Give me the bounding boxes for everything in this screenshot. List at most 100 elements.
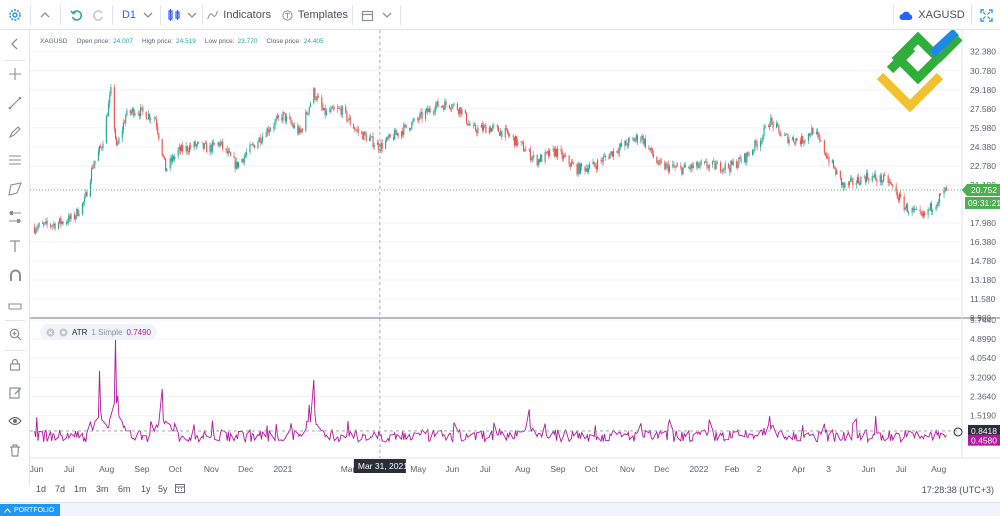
interval-selector[interactable]: D1 (121, 9, 137, 21)
candle-body (505, 128, 507, 129)
indicators-button[interactable]: Indicators (207, 0, 271, 30)
calendar-icon[interactable] (357, 0, 377, 30)
candle-body (811, 127, 813, 136)
candle-body (146, 118, 148, 120)
candle-body (565, 155, 567, 157)
range-5y[interactable]: 5y (158, 484, 168, 494)
crosshair-icon[interactable] (0, 62, 30, 86)
candle-body (844, 183, 846, 188)
candle-body (932, 209, 934, 212)
candle-body (736, 161, 738, 168)
candle-body (82, 201, 85, 204)
candle-body (823, 140, 825, 153)
range-1m[interactable]: 1m (74, 484, 87, 494)
candle-body (601, 160, 603, 162)
redo-icon[interactable] (88, 0, 108, 30)
candle-body (60, 218, 62, 224)
pattern-tool-icon[interactable] (0, 177, 30, 201)
candle-body (353, 124, 355, 129)
candle-body (697, 161, 699, 168)
legend-close-label: Close price: (266, 38, 301, 45)
candle-body (628, 138, 631, 140)
candle-body (85, 191, 87, 198)
candle-body (547, 151, 550, 157)
edit-layer-icon[interactable] (0, 380, 30, 404)
measure-ruler-icon[interactable] (0, 292, 30, 316)
candle-body (190, 145, 192, 148)
zoom-in-icon[interactable] (0, 322, 30, 346)
candle-body (569, 163, 571, 167)
candle-body (106, 116, 109, 117)
candle-body (738, 157, 740, 165)
candle-body (373, 145, 375, 147)
candle-body (764, 125, 766, 128)
candle-body (114, 128, 117, 139)
candle-body (325, 110, 327, 116)
candle-body (428, 108, 430, 113)
portfolio-tab[interactable]: PORTFOLIO (0, 504, 60, 516)
candle-body (121, 130, 123, 139)
projection-tool-icon[interactable] (0, 205, 30, 229)
candle-body (604, 155, 607, 157)
candle-body (690, 164, 692, 170)
range-3m[interactable]: 3m (96, 484, 109, 494)
candle-body (635, 135, 637, 140)
go-to-date-calendar-icon[interactable] (175, 483, 185, 495)
candle-body (54, 223, 56, 229)
time-tick-label: Jun (30, 464, 44, 474)
candle-body (244, 154, 246, 157)
candle-body (603, 155, 605, 157)
candle-body (528, 149, 530, 150)
range-1d[interactable]: 1d (36, 484, 47, 494)
atr-legend[interactable]: ATR 1 Simple 0.7490 (40, 324, 157, 340)
candle-body (35, 230, 37, 233)
range-1y[interactable]: 1y (141, 484, 151, 494)
collapse-arrow-icon[interactable] (0, 32, 30, 56)
symbol-selector[interactable]: XAGUSD (897, 0, 967, 30)
magnet-icon[interactable] (0, 263, 30, 287)
candle-body (722, 168, 724, 172)
candle-body (530, 158, 533, 160)
chevron-down-icon[interactable] (378, 0, 396, 30)
candle-body (756, 143, 758, 148)
candle-body (282, 112, 284, 121)
templates-button[interactable]: Templates (282, 0, 348, 30)
candle-body (508, 133, 510, 136)
candle-body (51, 226, 53, 227)
candle-body (460, 107, 462, 115)
range-6m[interactable]: 6m (118, 484, 131, 494)
crosshair-date-tag (353, 459, 406, 473)
trend-line-icon[interactable] (0, 91, 30, 115)
undo-icon[interactable] (66, 0, 86, 30)
chevron-down-icon[interactable] (184, 0, 200, 30)
trash-icon[interactable] (0, 438, 30, 462)
atr-tick-label: 2.3640 (970, 391, 996, 401)
fib-retracement-icon[interactable] (0, 148, 30, 172)
candle-body (330, 108, 332, 112)
time-tick-label: Dec (654, 464, 670, 474)
range-7d[interactable]: 7d (55, 484, 66, 494)
eye-icon[interactable] (0, 409, 30, 433)
candle-body (315, 98, 317, 100)
candle-body (855, 183, 857, 185)
candles-chart-type-icon[interactable] (164, 0, 184, 30)
candle-body (581, 163, 583, 167)
candle-body (840, 177, 843, 186)
chevron-down-icon[interactable] (140, 0, 156, 30)
settings-gear-icon[interactable] (0, 0, 30, 30)
candle-body (142, 107, 144, 112)
candle-body (339, 108, 341, 109)
lock-icon[interactable] (0, 352, 30, 376)
pen-tool-icon[interactable] (0, 120, 30, 144)
candle-body (459, 107, 461, 114)
text-tool-icon[interactable] (0, 234, 30, 258)
candle-body (158, 133, 160, 140)
candle-body (472, 125, 474, 126)
candle-body (321, 97, 323, 108)
candle-body (804, 140, 806, 142)
chevron-up-icon[interactable] (34, 0, 56, 30)
fullscreen-icon[interactable] (975, 0, 997, 30)
price-chart[interactable]: 32.380 30.780 29.180 27.580 25.980 24.380 22.7… (30, 30, 1000, 481)
candle-body (929, 203, 931, 210)
last-price-tag (962, 183, 1000, 196)
